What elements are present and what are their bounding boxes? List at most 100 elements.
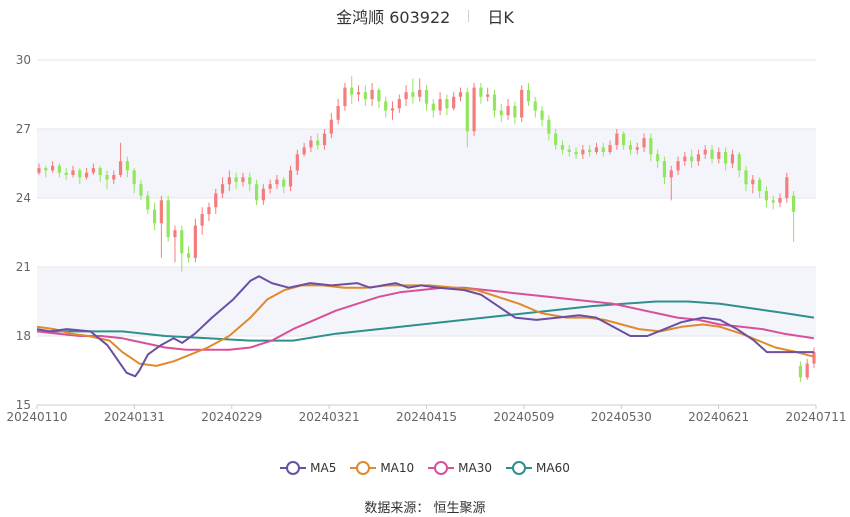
candle-body [268, 184, 272, 189]
candle-body [105, 175, 109, 180]
legend-label-ma5: MA5 [310, 461, 337, 475]
candle-body [125, 161, 129, 171]
candle-body [390, 108, 395, 111]
x-tick-label: 20240131 [104, 410, 165, 424]
candle-body [91, 168, 95, 173]
legend-label-ma60: MA60 [536, 461, 570, 475]
candle-body [547, 119, 551, 134]
candle-body [132, 170, 136, 185]
legend-item-ma10[interactable]: MA10 [350, 461, 414, 475]
candle-body [282, 179, 286, 187]
x-tick-label: 20240415 [396, 410, 457, 424]
stock-name-code: 金鸿顺 603922 [336, 8, 451, 27]
x-tick-label: 20240110 [6, 410, 67, 424]
candle-body [370, 89, 374, 100]
candle-body [744, 170, 748, 185]
candle-body [275, 179, 279, 185]
y-tick-label: 30 [16, 53, 31, 67]
candle-body [751, 179, 755, 185]
candle-body [418, 89, 422, 97]
candle-body [533, 101, 537, 111]
candle-body [152, 209, 157, 224]
candle-body [588, 149, 592, 152]
candle-body [180, 230, 184, 254]
candle-body [207, 207, 211, 215]
candle-body [159, 200, 163, 224]
candle-body [513, 106, 517, 118]
candle-body [166, 200, 170, 238]
candle-body [506, 106, 510, 116]
candle-body [64, 172, 68, 175]
candle-body [186, 253, 191, 258]
ma60-line [37, 300, 815, 342]
candle-body [486, 94, 490, 97]
candle-body [594, 147, 599, 152]
candle-body [812, 352, 816, 364]
y-tick-label: 18 [16, 329, 31, 343]
candle-body [764, 191, 769, 201]
candle-body [254, 184, 259, 201]
y-tick-label: 27 [16, 122, 31, 136]
candle-body [57, 165, 61, 173]
legend-item-ma5[interactable]: MA5 [280, 461, 336, 475]
candle-body [465, 92, 469, 132]
legend-label-ma10: MA10 [380, 461, 415, 475]
candle-body [214, 193, 218, 208]
candle-body [363, 92, 367, 100]
candle-body [778, 198, 782, 203]
candle-body [377, 89, 381, 102]
candle-body [44, 168, 48, 171]
candle-body [785, 177, 789, 198]
candle-body [499, 110, 503, 116]
candle-body [234, 177, 238, 182]
candle-body [724, 152, 728, 164]
candle-body [227, 177, 231, 185]
candle-body [635, 147, 639, 150]
candle-body [540, 110, 544, 120]
ma5-line [36, 275, 814, 378]
legend-swatch-ma5 [280, 461, 307, 475]
legend-item-ma60[interactable]: MA60 [506, 461, 570, 475]
candle-body [703, 149, 707, 155]
candle-body [220, 184, 225, 194]
candle-body [520, 89, 524, 118]
candle-body [248, 177, 252, 185]
data-source: 数据来源： 恒生聚源 [364, 501, 486, 516]
candle-body [737, 154, 741, 171]
x-tick-label: 20240229 [201, 410, 262, 424]
chart-legend: MA5 MA10 MA30 MA60 [0, 458, 850, 478]
candle-body [146, 195, 150, 210]
candle-body [696, 154, 701, 162]
candle-body [431, 103, 435, 111]
candle-body [581, 149, 585, 155]
legend-swatch-ma10 [350, 461, 377, 475]
candle-body [662, 161, 667, 178]
candle-body [690, 156, 694, 162]
candle-body [316, 140, 320, 146]
candle-body [78, 170, 82, 178]
candle-body [71, 170, 75, 175]
candle-body [118, 161, 123, 175]
candle-body [628, 145, 633, 150]
candle-body [608, 145, 612, 152]
legend-label-ma30: MA30 [458, 461, 493, 475]
candle-body [574, 152, 578, 155]
candle-body [492, 94, 497, 111]
candle-body [329, 119, 333, 134]
candle-body [642, 138, 646, 148]
legend-item-ma30[interactable]: MA30 [428, 461, 492, 475]
background-band [37, 129, 816, 198]
candle-body [798, 365, 803, 378]
candle-body [343, 87, 347, 106]
title-separator [468, 10, 470, 22]
candle-body [356, 92, 361, 95]
candle-body [384, 101, 388, 111]
candle-body [98, 168, 102, 175]
y-tick-label: 24 [16, 191, 31, 205]
candle-body [479, 87, 483, 97]
candle-body [676, 161, 680, 171]
candle-body [567, 149, 571, 152]
candle-body [649, 138, 653, 155]
candle-body [200, 214, 204, 226]
candle-body [622, 133, 626, 146]
